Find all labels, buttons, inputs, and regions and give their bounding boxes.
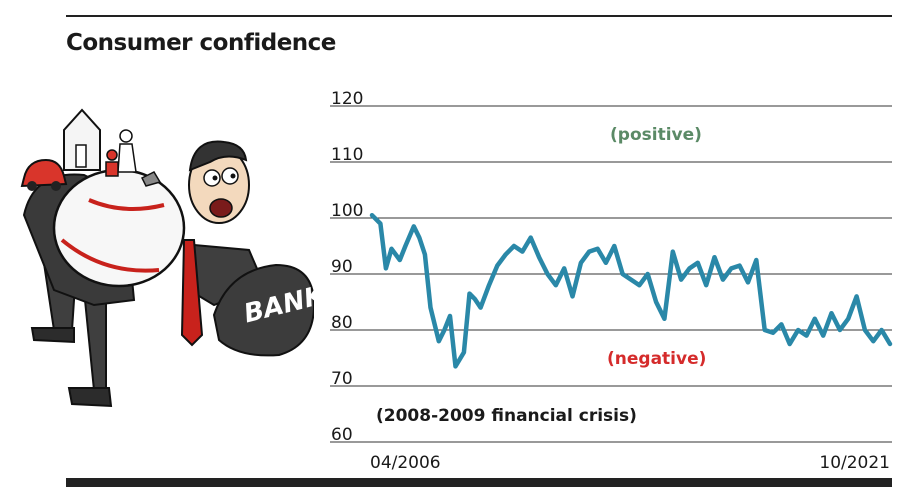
data-point-38 bbox=[654, 300, 658, 304]
data-point-20 bbox=[504, 252, 508, 256]
shoe-left bbox=[67, 387, 113, 408]
data-point-39 bbox=[662, 317, 667, 321]
y-tick-label-60: 60 bbox=[331, 425, 353, 445]
data-point-13 bbox=[453, 364, 458, 368]
annotation-0: (positive) bbox=[610, 125, 702, 145]
data-point-0 bbox=[370, 213, 374, 217]
data-point-24 bbox=[537, 255, 541, 259]
y-tick-label-100: 100 bbox=[331, 201, 363, 221]
data-point-29 bbox=[579, 261, 583, 265]
data-point-32 bbox=[604, 261, 608, 265]
data-point-19 bbox=[495, 264, 499, 268]
data-point-49 bbox=[746, 280, 750, 284]
data-point-27 bbox=[562, 266, 566, 270]
sack-strap bbox=[60, 198, 165, 273]
illustration: BANK bbox=[20, 108, 314, 408]
data-point-48 bbox=[738, 264, 742, 268]
data-point-1 bbox=[378, 222, 382, 226]
data-point-31 bbox=[596, 247, 600, 251]
data-point-66 bbox=[888, 342, 892, 346]
data-point-21 bbox=[512, 244, 516, 248]
data-point-6 bbox=[412, 224, 416, 228]
y-tick-label-120: 120 bbox=[331, 89, 363, 109]
x-tick-label-end: 10/2021 bbox=[819, 453, 890, 473]
data-point-8 bbox=[423, 252, 427, 256]
data-point-58 bbox=[821, 334, 825, 338]
data-point-50 bbox=[754, 258, 758, 262]
data-point-14 bbox=[462, 350, 466, 354]
data-point-52 bbox=[771, 331, 775, 335]
y-tick-label-90: 90 bbox=[331, 257, 353, 277]
data-point-62 bbox=[855, 294, 859, 298]
bank-fist bbox=[212, 263, 314, 357]
data-point-4 bbox=[398, 258, 402, 262]
data-point-23 bbox=[529, 236, 533, 240]
data-point-9 bbox=[428, 306, 433, 310]
data-point-37 bbox=[646, 272, 650, 276]
data-point-46 bbox=[721, 278, 725, 282]
data-point-15 bbox=[467, 292, 472, 296]
data-point-25 bbox=[545, 272, 550, 276]
data-point-41 bbox=[679, 278, 683, 282]
data-point-18 bbox=[487, 283, 491, 287]
data-point-61 bbox=[846, 317, 850, 321]
data-point-64 bbox=[871, 339, 875, 343]
data-point-10 bbox=[437, 339, 441, 343]
data-point-40 bbox=[671, 250, 675, 254]
man-hair bbox=[188, 140, 248, 172]
data-point-11 bbox=[442, 328, 446, 332]
annotation-1: (negative) bbox=[607, 349, 706, 369]
data-point-22 bbox=[520, 250, 525, 254]
data-point-63 bbox=[863, 328, 867, 332]
data-point-28 bbox=[570, 294, 575, 298]
data-point-16 bbox=[473, 297, 477, 301]
data-point-42 bbox=[687, 266, 692, 270]
data-point-7 bbox=[417, 236, 421, 240]
data-point-44 bbox=[704, 283, 708, 287]
data-point-47 bbox=[729, 266, 733, 270]
data-point-53 bbox=[779, 322, 784, 326]
data-point-60 bbox=[838, 328, 842, 332]
y-tick-label-70: 70 bbox=[331, 369, 353, 389]
x-tick-label-start: 04/2006 bbox=[370, 453, 441, 473]
data-point-51 bbox=[763, 328, 767, 332]
data-point-30 bbox=[587, 250, 591, 254]
data-point-26 bbox=[554, 283, 558, 287]
data-point-65 bbox=[880, 328, 884, 332]
shoe-right bbox=[30, 327, 75, 344]
house bbox=[63, 108, 101, 171]
y-tick-label-110: 110 bbox=[331, 145, 363, 165]
data-point-12 bbox=[448, 314, 452, 318]
data-point-36 bbox=[637, 283, 642, 287]
data-point-3 bbox=[389, 247, 394, 251]
data-point-33 bbox=[612, 244, 616, 248]
car bbox=[20, 158, 68, 188]
data-point-34 bbox=[621, 272, 625, 276]
data-point-56 bbox=[804, 334, 809, 338]
annotation-2: (2008-2009 financial crisis) bbox=[376, 406, 637, 426]
bottom-rule bbox=[66, 478, 892, 487]
y-tick-label-80: 80 bbox=[331, 313, 353, 333]
data-point-5 bbox=[403, 244, 407, 248]
data-point-45 bbox=[712, 255, 717, 259]
data-point-17 bbox=[479, 306, 483, 310]
data-point-43 bbox=[696, 261, 700, 265]
chart-title: Consumer confidence bbox=[66, 30, 336, 56]
data-point-57 bbox=[813, 317, 817, 321]
data-point-55 bbox=[796, 328, 800, 332]
confidence-series-line bbox=[369, 212, 893, 369]
data-point-54 bbox=[788, 342, 792, 346]
data-point-59 bbox=[829, 311, 834, 315]
top-rule bbox=[66, 15, 892, 17]
data-point-2 bbox=[384, 266, 388, 270]
data-point-35 bbox=[629, 278, 633, 282]
tie bbox=[180, 239, 204, 347]
